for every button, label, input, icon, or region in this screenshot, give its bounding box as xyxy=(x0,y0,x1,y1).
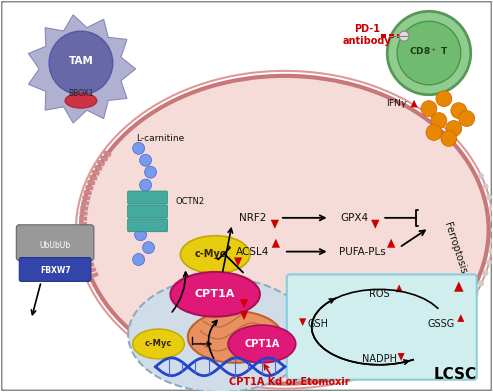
Bar xyxy=(91,169,100,176)
Text: PUFA-PLs: PUFA-PLs xyxy=(339,247,386,257)
Circle shape xyxy=(387,11,471,95)
Polygon shape xyxy=(272,239,280,248)
Bar xyxy=(381,34,386,38)
Bar xyxy=(79,222,87,226)
Circle shape xyxy=(486,260,492,265)
Text: antibody: antibody xyxy=(343,36,392,46)
Bar xyxy=(83,190,92,196)
Bar xyxy=(79,211,88,216)
Polygon shape xyxy=(240,311,248,320)
Text: GPX4: GPX4 xyxy=(340,213,368,223)
Polygon shape xyxy=(457,314,464,322)
Bar xyxy=(389,34,394,38)
Bar xyxy=(86,262,95,268)
Circle shape xyxy=(426,125,442,140)
Bar xyxy=(79,232,87,236)
Text: c-Myc: c-Myc xyxy=(194,249,226,259)
Circle shape xyxy=(466,300,472,307)
Text: ROS: ROS xyxy=(369,289,389,299)
Circle shape xyxy=(478,280,484,287)
Text: LCSC: LCSC xyxy=(433,367,477,382)
Text: L-carnitine: L-carnitine xyxy=(137,134,184,143)
Polygon shape xyxy=(387,239,395,248)
Text: GSH: GSH xyxy=(307,319,328,329)
FancyBboxPatch shape xyxy=(287,274,477,380)
Text: CPT1A Kd or Etomoxir: CPT1A Kd or Etomoxir xyxy=(229,377,350,387)
Circle shape xyxy=(140,179,151,191)
Text: BBOX1: BBOX1 xyxy=(68,89,94,98)
Bar xyxy=(85,185,94,191)
Circle shape xyxy=(489,249,493,254)
Circle shape xyxy=(431,113,447,129)
Bar xyxy=(94,165,103,171)
Bar xyxy=(103,150,112,157)
Bar xyxy=(97,160,106,167)
Circle shape xyxy=(140,154,151,166)
Circle shape xyxy=(410,350,416,356)
Ellipse shape xyxy=(180,236,250,274)
Text: TAM: TAM xyxy=(69,56,93,66)
Polygon shape xyxy=(397,353,405,361)
Ellipse shape xyxy=(81,76,489,384)
Circle shape xyxy=(459,111,475,127)
Text: c-Myc: c-Myc xyxy=(145,339,172,348)
Text: CPT1A: CPT1A xyxy=(195,289,235,299)
Text: GSSG: GSSG xyxy=(427,319,455,329)
Circle shape xyxy=(451,103,467,118)
Circle shape xyxy=(144,166,156,178)
Circle shape xyxy=(442,328,448,334)
Bar xyxy=(90,272,99,278)
Circle shape xyxy=(459,310,465,316)
Circle shape xyxy=(483,270,489,276)
Text: Ferroptosis: Ferroptosis xyxy=(442,221,468,275)
Circle shape xyxy=(491,227,493,233)
Bar xyxy=(84,257,93,263)
FancyBboxPatch shape xyxy=(19,258,91,281)
Polygon shape xyxy=(234,258,242,267)
Circle shape xyxy=(441,131,457,146)
Circle shape xyxy=(142,242,154,254)
FancyBboxPatch shape xyxy=(128,219,168,232)
Text: UbUbUb: UbUbUb xyxy=(39,241,70,250)
Circle shape xyxy=(490,216,493,222)
Text: CD8$^+$ T: CD8$^+$ T xyxy=(409,45,449,57)
Circle shape xyxy=(133,142,144,154)
Circle shape xyxy=(135,229,146,241)
Polygon shape xyxy=(29,15,136,123)
Bar xyxy=(81,247,90,252)
Text: FBXW7: FBXW7 xyxy=(40,266,70,275)
FancyBboxPatch shape xyxy=(128,205,168,218)
Ellipse shape xyxy=(133,329,184,359)
Bar xyxy=(100,155,108,162)
Bar xyxy=(397,34,402,38)
Polygon shape xyxy=(411,100,418,107)
Circle shape xyxy=(446,120,462,136)
Ellipse shape xyxy=(188,311,282,363)
Circle shape xyxy=(397,21,461,85)
Bar xyxy=(80,206,88,211)
Bar xyxy=(79,216,87,221)
Text: CPT1A: CPT1A xyxy=(244,339,280,349)
Bar xyxy=(88,267,97,273)
Text: NRF2: NRF2 xyxy=(239,213,267,223)
Circle shape xyxy=(478,173,484,179)
Text: IFN$\gamma$: IFN$\gamma$ xyxy=(386,97,408,110)
Circle shape xyxy=(483,183,489,189)
Bar xyxy=(80,242,89,247)
Polygon shape xyxy=(395,284,403,292)
Bar xyxy=(80,237,88,242)
Bar xyxy=(82,252,91,258)
Bar xyxy=(81,200,89,205)
Bar xyxy=(87,180,96,185)
Ellipse shape xyxy=(65,93,97,108)
Circle shape xyxy=(436,91,452,107)
Polygon shape xyxy=(371,220,380,229)
Circle shape xyxy=(473,290,479,296)
Text: ACSL4: ACSL4 xyxy=(236,247,270,257)
Circle shape xyxy=(398,357,405,363)
Text: OCTN2: OCTN2 xyxy=(176,198,205,207)
Polygon shape xyxy=(454,281,463,292)
Text: PD-1: PD-1 xyxy=(354,24,380,34)
Circle shape xyxy=(489,205,493,211)
